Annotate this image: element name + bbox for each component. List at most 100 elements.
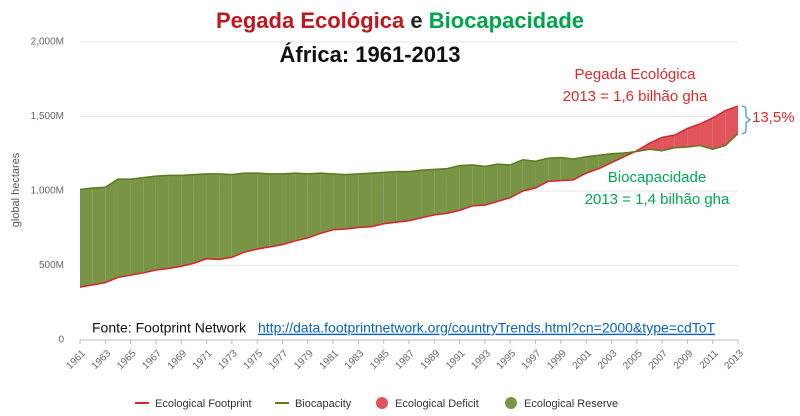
x-tick-label: 2013 (722, 348, 746, 372)
series-line (79, 133, 739, 191)
reserve-area (320, 173, 334, 234)
x-tick-label: 2007 (647, 348, 671, 372)
reserve-area (307, 173, 321, 238)
reserve-area (560, 157, 574, 181)
y-tick-label: 1,500M (31, 111, 64, 122)
x-tick-label: 1971 (191, 348, 215, 372)
source-link[interactable]: http://data.footprintnetwork.org/country… (258, 320, 716, 336)
reserve-area (130, 177, 144, 276)
x-tick-label: 1979 (292, 348, 316, 372)
reserve-area (345, 173, 359, 229)
reserve-area (497, 164, 511, 202)
reserve-area (472, 164, 485, 206)
x-tick-label: 2011 (698, 348, 721, 371)
legend-label: Ecological Deficit (395, 398, 479, 410)
series-line (79, 105, 739, 288)
x-tick-label: 1969 (166, 348, 190, 372)
x-tick-label: 1965 (115, 348, 139, 372)
x-tick-label: 1991 (444, 348, 468, 372)
source: Fonte: Footprint Network (92, 320, 247, 336)
reserve-area (371, 172, 384, 227)
reserve-area (117, 179, 131, 278)
legend-label: Biocapacity (295, 398, 352, 410)
x-tick-label: 1983 (343, 348, 367, 372)
reserve-area (484, 164, 498, 206)
y-tick-label: 500M (39, 260, 64, 271)
annotation: 2013 = 1,4 bilhão gha (585, 191, 730, 208)
reserve-area (548, 157, 561, 182)
deficit-area (674, 128, 688, 148)
reserve-area (155, 175, 169, 270)
annotation: Pegada Ecológica (575, 66, 697, 83)
reserve-area (598, 153, 612, 169)
reserve-area (143, 176, 156, 273)
reserve-area (459, 164, 473, 211)
reserve-area (193, 173, 207, 264)
x-tick-label: 1973 (216, 348, 240, 372)
y-tick-label: 2,000M (31, 37, 64, 48)
reserve-area (168, 175, 182, 269)
reserve-area (181, 174, 194, 267)
x-tick-label: 1987 (393, 348, 417, 372)
reserve-area (586, 155, 599, 174)
reserve-area (510, 159, 523, 198)
chart-title: Pegada Ecológica e Biocapacidade (216, 8, 584, 33)
legend-swatch (505, 397, 517, 409)
title-part: Pegada Ecológica (216, 8, 405, 33)
reserve-area (244, 173, 258, 253)
reserve-area (396, 171, 409, 223)
deficit-area (712, 110, 726, 150)
reserve-area (333, 173, 346, 230)
title-part: e (410, 8, 422, 33)
reserve-area (92, 187, 106, 285)
x-tick-label: 1977 (267, 348, 291, 372)
deficit-area (700, 117, 713, 150)
x-tick-label: 1975 (242, 348, 266, 372)
deficit-area (649, 137, 663, 151)
reserve-area (231, 173, 245, 258)
x-tick-label: 2001 (571, 348, 595, 372)
x-tick-label: 1997 (520, 348, 544, 372)
reserve-area (522, 159, 536, 191)
x-tick-label: 1995 (495, 348, 519, 372)
y-tick-label: 1,000M (31, 186, 64, 197)
reserve-area (421, 169, 435, 218)
x-tick-label: 1967 (140, 348, 164, 372)
annotation: 13,5% (752, 109, 795, 126)
x-tick-label: 1993 (469, 348, 493, 372)
legend-swatch (376, 397, 388, 409)
reserve-area (257, 173, 270, 250)
reserve-area (409, 170, 422, 221)
chart-subtitle: África: 1961-2013 (279, 42, 460, 67)
deficit-area (687, 123, 701, 148)
annotation: Biocapacidade (608, 169, 706, 186)
annotation: 2013 = 1,6 bilhão gha (563, 88, 708, 105)
deficit-area (662, 135, 675, 151)
reserve-area (611, 153, 625, 163)
x-tick-label: 2009 (672, 348, 696, 372)
x-tick-label: 1961 (64, 348, 88, 372)
x-tick-label: 2005 (621, 348, 645, 372)
reserve-area (434, 168, 447, 215)
reserve-area (358, 173, 372, 228)
x-tick-label: 1985 (368, 348, 392, 372)
legend-label: Ecological Footprint (155, 398, 252, 410)
x-tick-label: 1963 (90, 348, 114, 372)
x-tick-label: 1999 (545, 348, 569, 372)
bracket (741, 105, 751, 135)
y-tick-label: 0 (58, 335, 64, 346)
x-tick-label: 2003 (596, 348, 620, 372)
reserve-area (269, 173, 283, 247)
reserve-area (219, 173, 232, 260)
reserve-area (295, 173, 308, 241)
y-axis-label: global hectares (10, 152, 22, 227)
x-tick-label: 1981 (318, 348, 342, 372)
reserve-area (535, 158, 549, 189)
reserve-area (446, 165, 460, 214)
reserve-area (206, 173, 220, 260)
reserve-area (282, 173, 296, 245)
reserve-area (80, 188, 93, 288)
title-part: Biocapacidade (429, 8, 584, 33)
reserve-area (383, 171, 397, 224)
